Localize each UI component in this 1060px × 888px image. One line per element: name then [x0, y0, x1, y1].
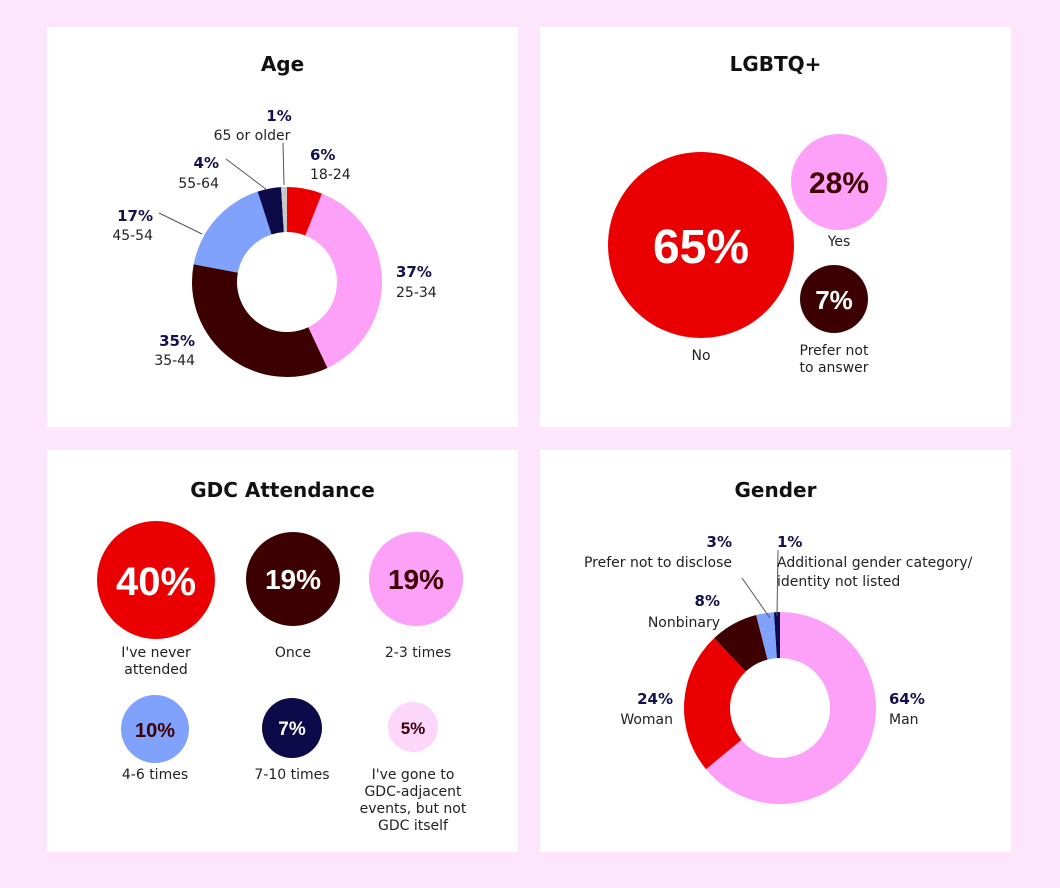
gdc-pct-adj: 5% [401, 719, 426, 738]
gdc-pct-23: 19% [388, 564, 444, 595]
gender-label-pnd: Prefer not to disclose [584, 555, 732, 571]
lgbtq-label-pref-2: to answer [799, 360, 868, 376]
age-pct-35: 35% [159, 332, 195, 350]
age-label-35: 35-44 [154, 353, 195, 369]
gender-leader-add [776, 549, 779, 617]
gender-slice-2 [714, 615, 768, 672]
age-slice-4 [257, 187, 284, 235]
lgbtq-label-pref-1: Prefer not [800, 343, 869, 359]
lgbtq-pct-pref: 7% [815, 285, 853, 315]
gdc-pct-46: 10% [135, 720, 175, 742]
age-slice-0 [287, 187, 322, 236]
gdc-label-adj-3: events, but not [360, 801, 467, 817]
gender-label-add-2: identity not listed [777, 574, 900, 590]
gender-donut [684, 612, 876, 804]
gdc-bubble-once [246, 532, 340, 626]
gender-slice-0 [706, 612, 876, 804]
gdc-bubble-never [97, 521, 215, 639]
age-donut [191, 187, 382, 377]
gender-label-add-1: Additional gender category/ [777, 555, 973, 571]
lgbtq-pct-no: 65% [653, 221, 749, 274]
age-leader-45 [158, 212, 203, 235]
lgbtq-title: LGBTQ+ [729, 52, 822, 76]
gender-slice-3 [756, 612, 777, 660]
gender-pct-woman: 24% [637, 690, 673, 708]
gdc-bubble-710 [262, 698, 322, 758]
gdc-label-46: 4-6 times [122, 767, 188, 783]
age-label-45: 45-54 [112, 228, 153, 244]
gender-pct-man: 64% [889, 690, 925, 708]
gender-slice-1 [684, 638, 746, 770]
gdc-label-never-2: attended [124, 662, 187, 678]
gender-pct-pnd: 3% [707, 533, 732, 551]
age-slice-2 [191, 264, 328, 377]
gdc-title: GDC Attendance [190, 478, 375, 502]
age-pct-55: 4% [194, 154, 219, 172]
gender-label-woman: Woman [620, 712, 673, 728]
gender-slice-4 [773, 612, 780, 659]
gdc-pct-710: 7% [278, 719, 306, 740]
gdc-bubble-23 [369, 532, 463, 626]
age-label-65: 65 or older [214, 128, 291, 144]
gdc-label-adj-1: I've gone to [372, 767, 455, 783]
gdc-panel: GDC Attendance 40% 19% 19% 10% 7% 5% I'v… [47, 450, 518, 852]
age-label-55: 55-64 [178, 176, 219, 192]
gdc-chart: 40% 19% 19% 10% 7% 5% I've never attende… [97, 521, 467, 834]
gdc-label-710: 7-10 times [254, 767, 329, 783]
gender-leader-pnd [741, 577, 771, 619]
gender-chart: 1% Additional gender category/ identity … [584, 533, 973, 804]
gdc-label-never-1: I've never [121, 645, 191, 661]
age-chart: 1% 65 or older 6% 18-24 4% 55-64 17% 45-… [112, 107, 437, 377]
lgbtq-panel: LGBTQ+ 65% 28% 7% No Yes Prefer not to a… [540, 27, 1011, 427]
gdc-bubble-46 [121, 695, 189, 763]
lgbtq-label-no: No [691, 348, 710, 364]
age-leader-65 [282, 142, 285, 186]
gender-label-man: Man [889, 712, 919, 728]
age-pct-25: 37% [396, 263, 432, 281]
lgbtq-label-yes: Yes [827, 234, 851, 250]
lgbtq-pct-yes: 28% [809, 167, 869, 200]
gdc-label-adj-2: GDC-adjacent [364, 784, 462, 800]
age-label-18: 18-24 [310, 167, 351, 183]
lgbtq-bubble-yes [791, 134, 887, 230]
lgbtq-chart: 65% 28% 7% No Yes Prefer not to answer [608, 134, 887, 376]
gender-title: Gender [734, 478, 817, 502]
gender-panel: Gender 1% Additional gender category/ id… [540, 450, 1011, 852]
age-label-25: 25-34 [396, 285, 437, 301]
gender-label-nb: Nonbinary [648, 615, 720, 631]
age-slice-1 [305, 193, 382, 368]
gdc-pct-never: 40% [116, 560, 196, 604]
gdc-label-once: Once [275, 645, 311, 661]
age-title: Age [260, 52, 305, 76]
age-panel: Age 1% 65 or older 6% 18-24 4% 55-64 17%… [47, 27, 518, 427]
age-pct-45: 17% [117, 207, 153, 225]
age-pct-18: 6% [310, 146, 335, 164]
age-pct-65: 1% [266, 107, 291, 125]
gdc-label-adj-4: GDC itself [378, 818, 449, 834]
gender-pct-nb: 8% [695, 592, 720, 610]
age-slice-5 [281, 187, 287, 233]
gdc-bubble-adj [388, 702, 438, 752]
lgbtq-bubble-pref [800, 265, 868, 333]
gdc-label-23: 2-3 times [385, 645, 451, 661]
gdc-pct-once: 19% [265, 564, 321, 595]
age-slice-3 [193, 191, 272, 273]
lgbtq-bubble-no [608, 152, 794, 338]
gender-pct-add: 1% [777, 533, 802, 551]
age-leader-55 [225, 158, 268, 191]
